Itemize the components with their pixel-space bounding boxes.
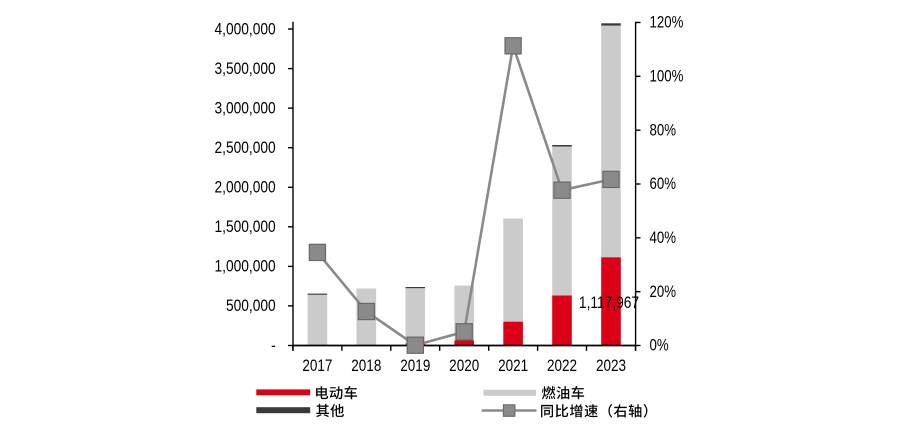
- svg-text:0%: 0%: [650, 336, 669, 355]
- svg-text:1,000,000: 1,000,000: [215, 257, 276, 276]
- svg-text:3,000,000: 3,000,000: [215, 99, 276, 118]
- svg-text:60%: 60%: [650, 175, 677, 194]
- svg-text:20%: 20%: [650, 282, 677, 301]
- svg-text:1,500,000: 1,500,000: [215, 218, 276, 237]
- svg-text:500,000: 500,000: [226, 297, 276, 316]
- svg-text:40%: 40%: [650, 229, 677, 248]
- svg-text:2017: 2017: [302, 357, 332, 376]
- svg-text:2023: 2023: [596, 357, 626, 376]
- svg-text:-: -: [271, 337, 276, 356]
- svg-text:2021: 2021: [498, 357, 528, 376]
- svg-text:120%: 120%: [650, 13, 684, 32]
- svg-text:100%: 100%: [650, 67, 684, 86]
- svg-text:1,117,967: 1,117,967: [579, 294, 639, 313]
- svg-text:2019: 2019: [400, 357, 430, 376]
- svg-text:2,000,000: 2,000,000: [215, 178, 276, 197]
- svg-text:2020: 2020: [449, 357, 479, 376]
- svg-text:2,500,000: 2,500,000: [215, 139, 276, 158]
- svg-text:4,000,000: 4,000,000: [215, 20, 276, 39]
- svg-text:2022: 2022: [547, 357, 577, 376]
- svg-text:2018: 2018: [351, 357, 381, 376]
- svg-text:3,500,000: 3,500,000: [215, 60, 276, 79]
- svg-text:80%: 80%: [650, 121, 677, 140]
